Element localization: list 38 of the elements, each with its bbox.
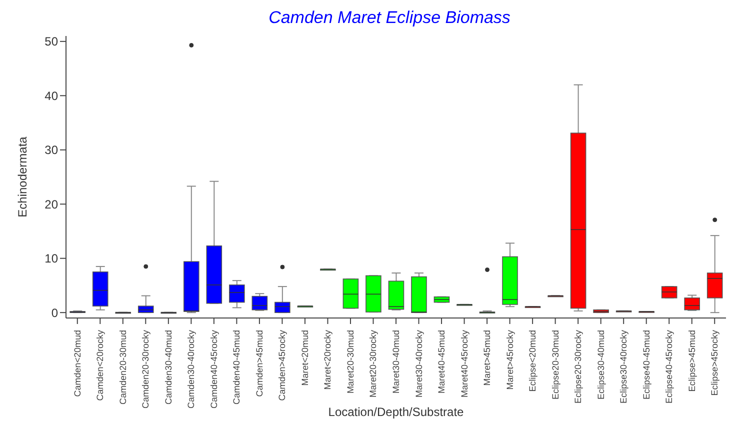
x-tick-label: Maret20-30mud xyxy=(345,330,356,394)
x-tick-label: Maret>45rocky xyxy=(504,330,515,390)
x-tick-label: Camden>45rocky xyxy=(277,330,288,401)
x-tick-label: Maret>45mud xyxy=(482,330,492,386)
x-tick-label: Eclipse40-45mud xyxy=(641,330,652,400)
x-tick-label: Eclipse>45mud xyxy=(686,330,697,392)
x-axis-title: Location/Depth/Substrate xyxy=(328,405,464,419)
x-tick-label: Eclipse30-40mud xyxy=(596,330,606,400)
y-tick-label: 40 xyxy=(44,88,58,103)
y-tick-label: 30 xyxy=(44,143,58,158)
x-tick-label: Eclipse>45rocky xyxy=(710,330,720,396)
x-tick-label: Eclipse30-40rocky xyxy=(618,330,629,404)
x-tick-label: Camden30-40mud xyxy=(163,330,174,405)
x-tick-label: Camden40-45rocky xyxy=(208,330,219,409)
x-tick-label: Camden40-45mud xyxy=(232,330,242,405)
y-tick-label: 10 xyxy=(44,252,58,266)
y-axis-title: Echinodermata xyxy=(15,136,30,218)
chart-title: Camden Maret Eclipse Biomass xyxy=(268,8,512,29)
x-tick-label: Camden>45mud xyxy=(254,330,264,397)
x-tick-label: Maret<20mud xyxy=(300,330,310,386)
x-tick-label: Camden<20mud xyxy=(72,330,82,397)
x-tick-label: Eclipse40-45rocky xyxy=(664,330,674,404)
x-tick-label: Maret30-40rocky xyxy=(414,330,424,398)
x-tick-label: Maret40-45rocky xyxy=(459,330,470,398)
x-tick-label: Camden30-40rocky xyxy=(186,330,196,409)
x-tick-label: Eclipse<20mud xyxy=(528,330,538,392)
x-tick-label: Camden20-30mud xyxy=(118,330,128,405)
x-tick-label: Maret20-30rocky xyxy=(368,330,378,398)
y-tick-label: 50 xyxy=(44,34,58,49)
y-tick-label: 0 xyxy=(51,306,58,320)
x-tick-label: Maret30-40mud xyxy=(391,330,401,394)
x-tick-label: Maret<20rocky xyxy=(322,330,333,390)
x-tick-label: Camden20-30rocky xyxy=(140,330,151,409)
x-tick-label: Eclipse20-30mud xyxy=(550,330,560,400)
x-tick-label: Maret40-45mud xyxy=(436,330,447,394)
y-tick-label: 20 xyxy=(44,197,58,212)
x-tick-label: Eclipse20-30rocky xyxy=(573,330,584,404)
x-tick-label: Camden<20rocky xyxy=(95,330,106,401)
